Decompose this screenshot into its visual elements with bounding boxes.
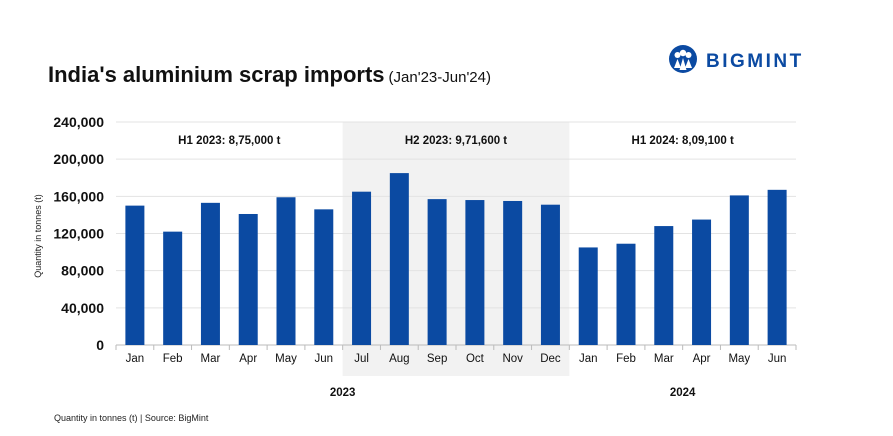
bar bbox=[767, 189, 787, 345]
y-tick-label: 120,000 bbox=[53, 226, 104, 242]
bar bbox=[540, 204, 560, 345]
x-tick-label: Apr bbox=[693, 353, 711, 365]
grid-layer bbox=[115, 121, 797, 350]
bar bbox=[616, 243, 636, 345]
label-layer: 0 40,000 80,000 120,000 160,000 200,000 240,00… bbox=[53, 114, 786, 399]
bar bbox=[276, 197, 296, 345]
bigmint-people-icon bbox=[668, 44, 698, 79]
year-label: 2024 bbox=[670, 387, 696, 399]
x-tick-label: Jan bbox=[579, 353, 598, 365]
bar bbox=[654, 226, 674, 345]
x-tick-label: Jul bbox=[354, 353, 369, 365]
chart-title: India's aluminium scrap imports bbox=[48, 62, 385, 87]
highlight-band bbox=[342, 122, 570, 376]
bar bbox=[427, 199, 447, 345]
period-annotation: H1 2023: 8,75,000 t bbox=[178, 135, 280, 147]
bar bbox=[238, 213, 258, 345]
x-tick-label: Aug bbox=[389, 353, 409, 365]
y-tick-label: 200,000 bbox=[53, 151, 104, 167]
bar bbox=[352, 191, 372, 345]
period-annotation: H2 2023: 9,71,600 t bbox=[405, 135, 507, 147]
bar bbox=[465, 200, 485, 345]
bar bbox=[729, 195, 749, 345]
year-label: 2023 bbox=[330, 387, 356, 399]
x-tick-label: Oct bbox=[466, 353, 485, 365]
x-tick-label: Dec bbox=[540, 353, 561, 365]
bar bbox=[503, 200, 523, 345]
source-footnote: Quantity in tonnes (t) | Source: BigMint bbox=[54, 413, 209, 423]
x-tick-label: Feb bbox=[163, 353, 183, 365]
highlight-band-layer bbox=[342, 122, 570, 376]
bar bbox=[200, 202, 220, 345]
y-tick-label: 240,000 bbox=[53, 114, 104, 130]
x-tick-label: Mar bbox=[654, 353, 674, 365]
y-tick-label: 160,000 bbox=[53, 188, 104, 204]
y-tick-label: 40,000 bbox=[61, 300, 104, 316]
x-tick-label: Jun bbox=[315, 353, 334, 365]
bar bbox=[389, 173, 409, 345]
bar bbox=[163, 231, 183, 345]
x-tick-label: Apr bbox=[239, 353, 257, 365]
x-tick-label: Jan bbox=[126, 353, 145, 365]
x-tick-label: Jun bbox=[768, 353, 787, 365]
chart-subtitle: (Jan'23-Jun'24) bbox=[388, 69, 491, 86]
bar bbox=[578, 247, 598, 345]
bigmint-logo: BIGMINT bbox=[668, 44, 804, 79]
bar bbox=[692, 219, 712, 345]
y-tick-label: 0 bbox=[96, 337, 104, 353]
chart-title-block: India's aluminium scrap imports (Jan'23-J… bbox=[48, 62, 491, 88]
x-tick-label: Mar bbox=[201, 353, 221, 365]
x-tick-label: Feb bbox=[616, 353, 636, 365]
x-tick-label: Nov bbox=[502, 353, 523, 365]
x-tick-label: Sep bbox=[427, 353, 447, 365]
x-tick-label: May bbox=[275, 353, 297, 365]
period-annotation: H1 2024: 8,09,100 t bbox=[632, 135, 734, 147]
bar bbox=[314, 209, 334, 345]
bar bbox=[125, 205, 145, 345]
bar-layer bbox=[125, 173, 787, 345]
x-tick-label: May bbox=[728, 353, 750, 365]
logo-text: BIGMINT bbox=[706, 50, 804, 72]
y-tick-label: 80,000 bbox=[61, 263, 104, 279]
